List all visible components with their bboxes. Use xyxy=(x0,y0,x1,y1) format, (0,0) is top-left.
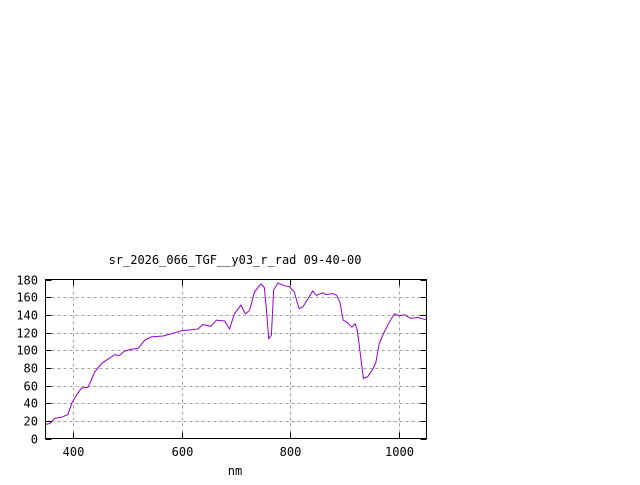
y-tick-label: 140 xyxy=(16,309,38,323)
x-axis-label: nm xyxy=(228,464,242,478)
y-tick-label: 160 xyxy=(16,291,38,305)
y-tick-label: 40 xyxy=(24,397,38,411)
x-tick-label: 800 xyxy=(280,445,302,459)
y-tick-label: 180 xyxy=(16,274,38,288)
chart-title: sr_2026_066_TGF__y03_r_rad 09-40-00 xyxy=(109,253,362,267)
y-tick-label: 0 xyxy=(31,433,38,447)
grid xyxy=(45,279,427,439)
y-tick-label: 100 xyxy=(16,344,38,358)
series-line xyxy=(45,282,427,425)
plot-frame xyxy=(45,279,427,439)
y-tick-label: 80 xyxy=(24,362,38,376)
x-tick-label: 600 xyxy=(172,445,194,459)
y-tick-label: 120 xyxy=(16,327,38,341)
ticks: 0 20 40 60 80 100 120 140 160 180 400 600 800 1000 xyxy=(16,274,427,459)
x-tick-label: 400 xyxy=(63,445,85,459)
y-tick-label: 20 xyxy=(24,415,38,429)
y-tick-label: 60 xyxy=(24,380,38,394)
x-tick-label: 1000 xyxy=(385,445,414,459)
